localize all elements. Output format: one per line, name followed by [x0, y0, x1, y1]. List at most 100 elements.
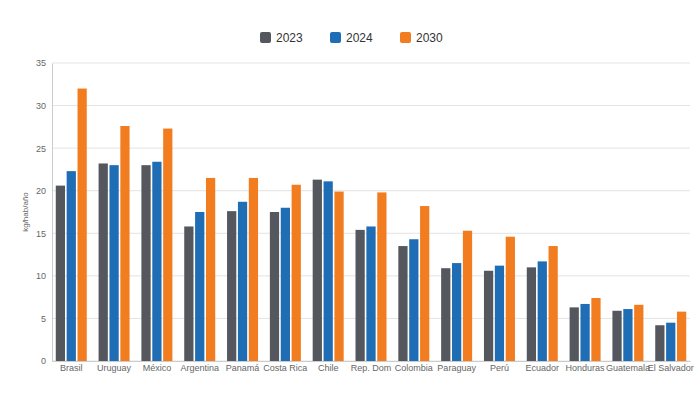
- y-tick: 15: [36, 229, 52, 239]
- bar: [677, 312, 686, 361]
- x-tick: Ecuador: [526, 361, 560, 373]
- chart: 0 5 10 15 20 25 30 35 Brasil Uruguay México Argenti…: [0, 0, 700, 400]
- legend-label: 2023: [276, 31, 303, 45]
- grid: [52, 63, 690, 361]
- bar: [655, 325, 664, 361]
- bar: [409, 239, 418, 361]
- y-tick-label: 0: [41, 356, 46, 366]
- y-tick-label: 35: [36, 58, 46, 68]
- grid-line: [52, 63, 690, 64]
- grid-line: [52, 148, 690, 149]
- bar: [634, 305, 643, 361]
- legend-item: 2024: [330, 31, 373, 45]
- bar: [324, 181, 333, 361]
- y-tick: 0: [41, 356, 52, 366]
- y-tick: 20: [36, 186, 52, 196]
- x-tick-label: Colombia: [395, 363, 433, 373]
- bar: [334, 192, 343, 361]
- series-bars: [67, 162, 676, 361]
- x-tick: Panamá: [226, 361, 260, 373]
- y-tick-label: 25: [36, 144, 46, 154]
- x-tick-label: Honduras: [566, 363, 606, 373]
- bar: [78, 89, 87, 361]
- x-tick: Honduras: [566, 361, 606, 373]
- bar: [67, 171, 76, 361]
- x-tick: Colombia: [395, 361, 433, 373]
- y-tick-label: 5: [41, 314, 46, 324]
- bar: [527, 267, 536, 361]
- bar: [238, 202, 247, 361]
- legend-swatch: [330, 32, 341, 43]
- x-tick: Costa Rica: [263, 361, 307, 373]
- bar: [270, 212, 279, 361]
- bar: [356, 230, 365, 361]
- bar: [452, 263, 461, 361]
- bar: [623, 309, 632, 361]
- x-tick: Paraguay: [437, 361, 476, 373]
- bar: [377, 192, 386, 361]
- bar: [366, 226, 375, 361]
- bar: [666, 323, 675, 361]
- x-tick-label: Chile: [318, 363, 339, 373]
- x-tick: Rep. Dom: [351, 361, 392, 373]
- bar: [484, 271, 493, 361]
- x-tick-label: Argentina: [180, 363, 219, 373]
- y-tick-label: 20: [36, 186, 46, 196]
- bar: [580, 304, 589, 361]
- bar: [163, 129, 172, 361]
- legend-label: 2024: [346, 31, 373, 45]
- bar: [249, 178, 258, 361]
- bar: [420, 206, 429, 361]
- bar: [109, 165, 118, 361]
- x-tick-label: Brasil: [60, 363, 83, 373]
- x-tick-label: El Salvador: [648, 363, 694, 373]
- bar: [120, 126, 129, 361]
- bar: [195, 212, 204, 361]
- y-tick: 10: [36, 271, 52, 281]
- bar: [227, 211, 236, 361]
- series-bars: [56, 163, 665, 361]
- bar: [152, 162, 161, 361]
- x-tick-label: Costa Rica: [263, 363, 307, 373]
- x-tick: Brasil: [60, 361, 83, 373]
- bar: [549, 246, 558, 361]
- legend-swatch: [400, 32, 411, 43]
- y-tick-label: 15: [36, 229, 46, 239]
- y-tick: 30: [36, 101, 52, 111]
- bar: [506, 237, 515, 361]
- x-tick: Guatemala: [606, 361, 650, 373]
- bar: [538, 261, 547, 361]
- x-tick: Chile: [318, 361, 339, 373]
- bar: [463, 231, 472, 361]
- y-tick: 35: [36, 58, 52, 68]
- bar: [206, 178, 215, 361]
- y-tick-label: 10: [36, 271, 46, 281]
- bar: [313, 180, 322, 361]
- x-tick-label: México: [143, 363, 172, 373]
- series-bars: [78, 89, 687, 361]
- x-tick-label: Rep. Dom: [351, 363, 392, 373]
- x-tick-label: Guatemala: [606, 363, 650, 373]
- x-axis: Brasil Uruguay México Argentina PanamáCosta …: [53, 361, 694, 373]
- legend-swatch: [260, 32, 271, 43]
- x-tick: Uruguay: [97, 361, 132, 373]
- bar: [398, 246, 407, 361]
- bar: [292, 185, 301, 361]
- legend-label: 2030: [416, 31, 443, 45]
- x-axis-line: [53, 361, 691, 362]
- bar: [184, 226, 193, 361]
- bar: [441, 268, 450, 361]
- y-axis-line: [52, 64, 53, 362]
- bar: [99, 163, 108, 361]
- x-tick-label: Ecuador: [526, 363, 560, 373]
- bar: [141, 165, 150, 361]
- y-tick: 5: [41, 314, 52, 324]
- x-tick-label: Paraguay: [437, 363, 476, 373]
- y-tick: 25: [36, 144, 52, 154]
- y-axis-title: kg/hab/año: [21, 192, 30, 232]
- bars: [56, 89, 686, 361]
- y-axis: 0 5 10 15 20 25 30 35: [36, 58, 53, 366]
- x-tick-label: Perú: [490, 363, 509, 373]
- legend: 2023 2024 2030: [260, 31, 443, 45]
- x-tick-label: Uruguay: [97, 363, 132, 373]
